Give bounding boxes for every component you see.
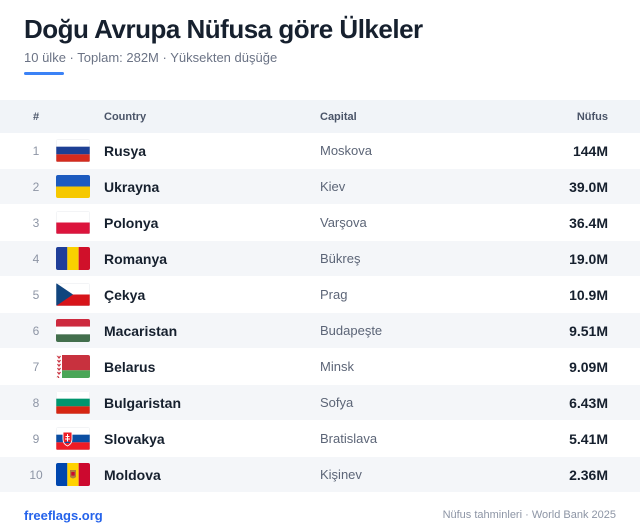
- belarus-flag-icon: [56, 355, 90, 378]
- poland-flag-icon: [56, 211, 90, 234]
- table-row[interactable]: 6 Macaristan Budapeşte 9.51M: [0, 313, 640, 349]
- table-row[interactable]: 7 Belarus Minsk 9.09M: [0, 349, 640, 385]
- czechia-flag-icon: [56, 283, 90, 306]
- row-country: Moldova: [104, 466, 161, 483]
- row-country: Ukrayna: [104, 178, 160, 195]
- table-row[interactable]: 5 Çekya Prag 10.9M: [0, 277, 640, 313]
- table-row[interactable]: 4 Romanya Bükreş 19.0M: [0, 241, 640, 277]
- row-capital: Minsk: [320, 359, 354, 374]
- table-header-row: # Country Capital Nüfus: [0, 100, 640, 133]
- row-country: Slovakya: [104, 430, 165, 447]
- row-capital: Bratislava: [320, 431, 378, 446]
- row-rank: 3: [32, 215, 40, 230]
- column-header-population[interactable]: Nüfus: [576, 110, 608, 123]
- row-population: 36.4M: [569, 214, 608, 231]
- ukraine-flag-icon: [56, 175, 90, 198]
- bulgaria-flag-icon: [56, 391, 90, 414]
- row-population: 9.09M: [569, 358, 608, 375]
- brand-link[interactable]: freeflags.org: [24, 507, 103, 523]
- column-header-country[interactable]: Country: [104, 110, 147, 123]
- moldova-flag-icon: [56, 463, 90, 486]
- table-row[interactable]: 1 Rusya Moskova 144M: [0, 133, 640, 169]
- page-subtitle: 10 ülke · Toplam: 282M · Yüksekten düşüğ…: [24, 50, 278, 65]
- table-row[interactable]: 2 Ukrayna Kiev 39.0M: [0, 169, 640, 205]
- row-population: 6.43M: [569, 394, 608, 411]
- source-note: Nüfus tahminleri · World Bank 2025: [442, 509, 616, 521]
- column-header-rank[interactable]: #: [32, 110, 40, 123]
- row-country: Romanya: [104, 250, 168, 267]
- row-capital: Moskova: [320, 143, 373, 158]
- hungary-flag-icon: [56, 319, 90, 342]
- row-rank: 6: [32, 323, 40, 338]
- row-capital: Sofya: [320, 395, 354, 410]
- row-capital: Varşova: [320, 215, 367, 230]
- row-country: Rusya: [104, 142, 147, 159]
- row-rank: 9: [32, 431, 40, 446]
- page-header: Doğu Avrupa Nüfusa göre Ülkeler 10 ülke …: [24, 12, 624, 75]
- row-capital: Budapeşte: [320, 323, 383, 338]
- russia-flag-icon: [56, 139, 90, 162]
- row-rank: 5: [32, 287, 40, 302]
- row-population: 19.0M: [569, 250, 608, 267]
- row-country: Polonya: [104, 214, 159, 231]
- row-capital: Kiev: [320, 179, 346, 194]
- row-capital: Prag: [320, 287, 348, 302]
- row-country: Çekya: [104, 286, 146, 303]
- row-country: Belarus: [104, 358, 156, 375]
- table-body: 1 Rusya Moskova 144M 2 Ukrayna Kiev 39.0M 3 Polon…: [0, 133, 640, 493]
- row-capital: Kişinev: [320, 467, 362, 482]
- row-population: 10.9M: [569, 286, 608, 303]
- row-rank: 8: [32, 395, 40, 410]
- row-rank: 1: [32, 143, 40, 158]
- column-header-capital[interactable]: Capital: [320, 110, 357, 123]
- countries-table: # Country Capital Nüfus 1 Rusya Moskova 144…: [0, 100, 640, 493]
- row-rank: 4: [32, 251, 40, 266]
- slovakia-flag-icon: [56, 427, 90, 450]
- page-title: Doğu Avrupa Nüfusa göre Ülkeler: [24, 14, 423, 44]
- column-header-flag: [72, 100, 104, 133]
- title-accent-bar: [24, 72, 64, 75]
- row-population: 144M: [572, 142, 608, 159]
- footer: freeflags.org Nüfus tahminleri · World B…: [24, 506, 616, 524]
- row-rank: 7: [32, 359, 40, 374]
- table-row[interactable]: 3 Polonya Varşova 36.4M: [0, 205, 640, 241]
- table-row[interactable]: 8 Bulgaristan Sofya 6.43M: [0, 385, 640, 421]
- row-country: Macaristan: [104, 322, 178, 339]
- row-country: Bulgaristan: [104, 394, 182, 411]
- row-population: 2.36M: [569, 466, 608, 483]
- row-population: 9.51M: [569, 322, 608, 339]
- row-capital: Bükreş: [320, 251, 361, 266]
- table-row[interactable]: 9 Slovakya Bratislava 5.41M: [0, 421, 640, 457]
- table-row[interactable]: 10 Moldova Kişinev 2.36M: [0, 457, 640, 493]
- row-population: 39.0M: [569, 178, 608, 195]
- row-rank: 2: [32, 179, 40, 194]
- row-population: 5.41M: [569, 430, 608, 447]
- row-rank: 10: [29, 467, 43, 482]
- romania-flag-icon: [56, 247, 90, 270]
